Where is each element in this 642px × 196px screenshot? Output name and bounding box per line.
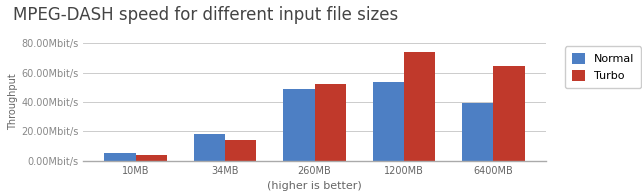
Bar (135, 155, 167, 161)
Bar (494, 66, 525, 161)
Y-axis label: Throughput: Throughput (8, 74, 19, 130)
Legend: Normal, Turbo: Normal, Turbo (565, 46, 641, 88)
Text: MPEG-DASH speed for different input file sizes: MPEG-DASH speed for different input file… (13, 6, 398, 24)
Bar (105, 153, 135, 161)
Bar (194, 133, 225, 161)
Bar (225, 140, 256, 161)
Bar (462, 103, 494, 161)
X-axis label: (higher is better): (higher is better) (267, 181, 362, 191)
Bar (404, 52, 435, 161)
Bar (315, 84, 346, 161)
Bar (373, 82, 404, 161)
Bar (283, 89, 315, 161)
